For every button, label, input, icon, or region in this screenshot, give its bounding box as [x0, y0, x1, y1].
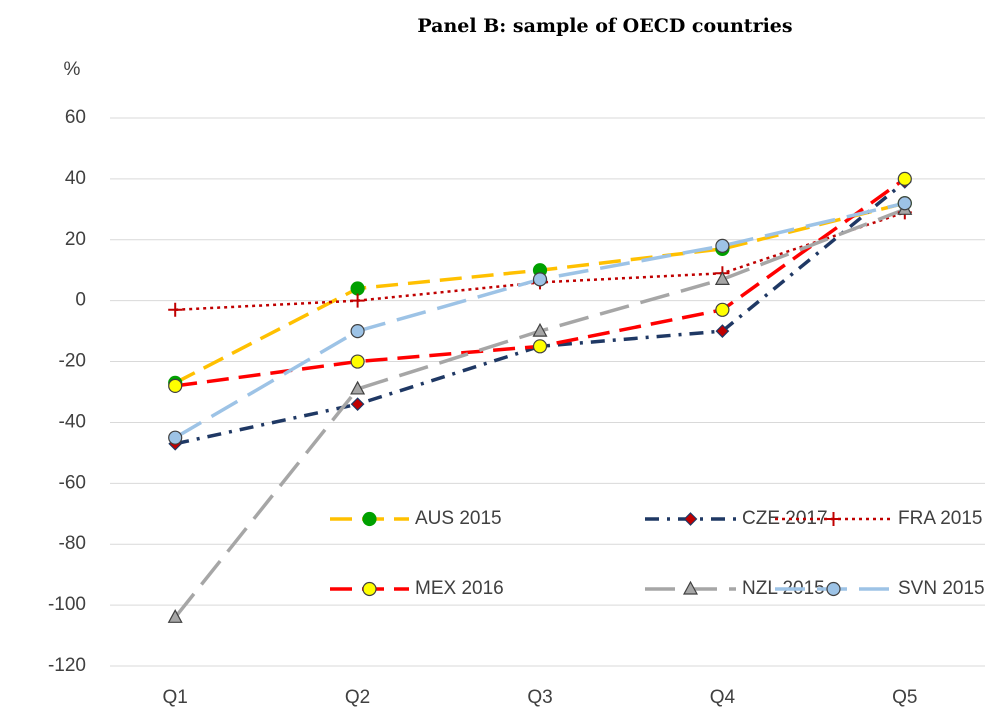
marker	[350, 324, 365, 339]
x-tick-label: Q1	[163, 687, 188, 708]
marker	[897, 196, 912, 211]
marker	[168, 378, 183, 394]
y-tick-label: 20	[65, 229, 86, 250]
marker	[826, 512, 841, 526]
series-line	[174, 201, 906, 385]
marker	[168, 430, 183, 445]
legend-label: FRA 2015	[898, 508, 983, 529]
y-tick-label: 40	[65, 168, 86, 189]
marker	[350, 397, 365, 412]
marker	[714, 271, 730, 285]
legend-label: SVN 2015	[898, 578, 985, 599]
y-axis-label: %	[64, 59, 81, 80]
marker	[682, 580, 699, 595]
x-tick-label: Q4	[710, 687, 736, 708]
chart-title: Panel B: sample of OECD countries	[417, 15, 792, 37]
legend-label: AUS 2015	[415, 508, 502, 529]
series-line	[175, 211, 906, 312]
marker	[826, 581, 841, 597]
marker	[362, 581, 377, 597]
marker	[168, 302, 183, 317]
y-tick-label: 60	[65, 107, 86, 128]
marker	[897, 171, 912, 186]
x-tick-label: Q3	[527, 687, 552, 708]
series-line	[174, 201, 906, 440]
y-tick-label: -60	[59, 472, 86, 493]
marker	[350, 281, 365, 296]
marker	[532, 272, 548, 287]
legend-item: MEX 2016	[330, 578, 504, 599]
y-tick-label: -100	[48, 594, 86, 615]
y-tick-label: -120	[48, 655, 86, 676]
marker	[350, 354, 365, 369]
legend-item: SVN 2015	[775, 578, 985, 599]
legend-label: MEX 2016	[415, 578, 504, 599]
marker	[683, 512, 698, 526]
legend-item: CZE 2017	[645, 508, 828, 529]
legend-item: FRA 2015	[775, 508, 983, 529]
marker	[362, 511, 377, 527]
marker	[715, 302, 730, 317]
y-tick-label: 0	[75, 290, 86, 311]
marker	[532, 339, 548, 354]
x-tick-label: Q5	[892, 687, 917, 708]
x-tick-label: Q2	[345, 687, 370, 708]
marker	[715, 238, 730, 253]
y-tick-label: -20	[59, 351, 86, 372]
series-line	[174, 180, 906, 446]
legend-item: AUS 2015	[330, 508, 502, 529]
marker	[715, 324, 730, 338]
marker	[532, 322, 548, 337]
marker	[350, 380, 366, 395]
marker	[350, 293, 365, 308]
marker	[167, 609, 183, 623]
y-tick-label: -40	[59, 411, 86, 432]
y-tick-label: -80	[59, 533, 86, 554]
